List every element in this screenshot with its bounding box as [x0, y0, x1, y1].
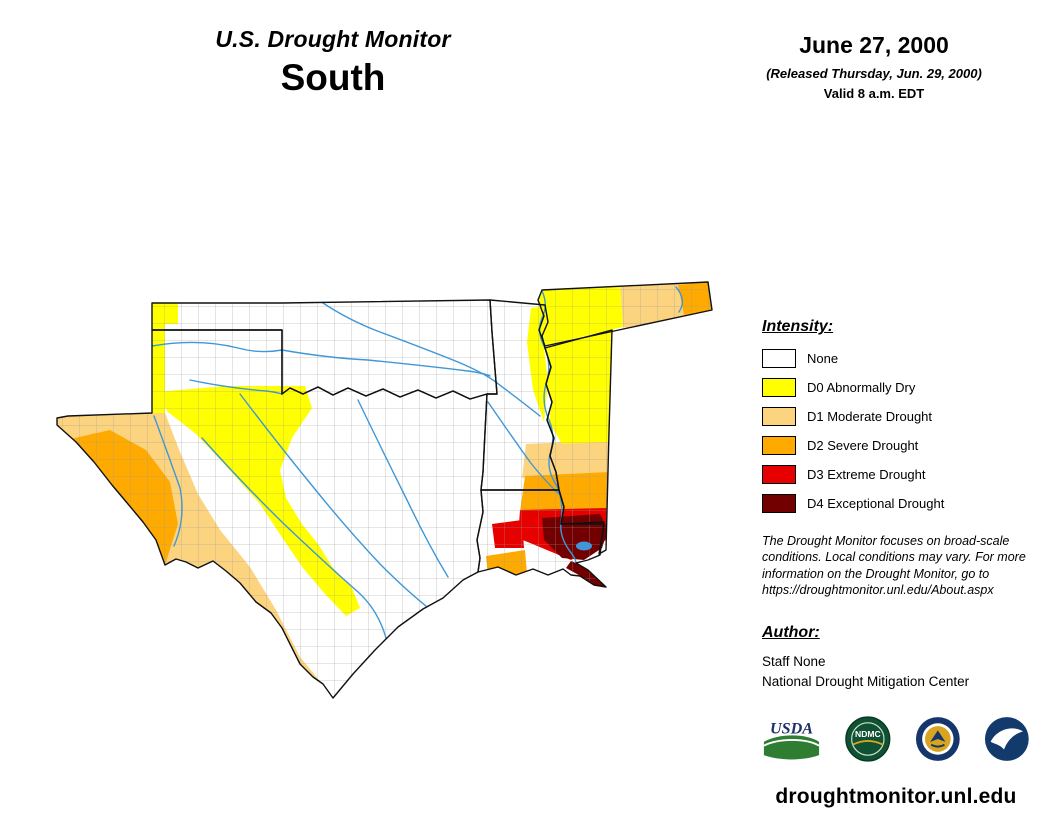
trinity-river: [357, 399, 449, 578]
author-heading: Author:: [762, 624, 820, 641]
legend-swatch-d2: [762, 436, 796, 455]
legend-item-label: None: [807, 351, 839, 366]
legend-item: D2 Severe Drought: [762, 436, 1030, 455]
drought-map: [28, 272, 728, 717]
louisiana-border: [476, 489, 607, 588]
legend-title: Intensity:: [762, 318, 834, 335]
release-date: (Released Thursday, Jun. 29, 2000): [766, 66, 982, 81]
legend-item-label: D3 Extreme Drought: [807, 467, 926, 482]
legend-item-label: D2 Severe Drought: [807, 438, 919, 453]
header: U.S. Drought Monitor South: [168, 26, 498, 99]
legend-item: D4 Exceptional Drought: [762, 494, 1030, 513]
region-title: South: [280, 57, 386, 98]
legend-item: D0 Abnormally Dry: [762, 378, 1030, 397]
legend-item: D3 Extreme Drought: [762, 465, 1030, 484]
legend-swatch-d4: [762, 494, 796, 513]
usda-logo-text: USDA: [770, 720, 813, 737]
red-river-louisiana: [487, 401, 560, 495]
legend-item-label: D0 Abnormally Dry: [807, 380, 916, 395]
legend-item-label: D4 Exceptional Drought: [807, 496, 945, 511]
state-borders: [56, 281, 713, 699]
brazos-river: [239, 393, 427, 607]
mississippi-border: [544, 329, 613, 555]
right-column: Intensity: None D0 Abnormally Dry D1 Mod…: [762, 318, 1030, 809]
page-title: U.S. Drought Monitor: [215, 26, 451, 52]
usda-logo: USDA: [763, 720, 820, 759]
red-river-west: [189, 379, 283, 395]
tennessee-river: [675, 286, 684, 313]
legend-swatch-none: [762, 349, 796, 368]
pecos-river: [153, 415, 183, 547]
ndmc-logo: NDMC: [845, 715, 891, 762]
legend-item: D1 Moderate Drought: [762, 407, 1030, 426]
legend: Intensity: None D0 Abnormally Dry D1 Mod…: [762, 318, 1030, 513]
rivers: [151, 286, 684, 639]
legend-swatch-d0: [762, 378, 796, 397]
author-name: Staff None: [762, 654, 826, 669]
legend-swatch-d1: [762, 407, 796, 426]
legend-item: None: [762, 349, 1030, 368]
county-grid: [57, 282, 712, 698]
author-organization: National Drought Mitigation Center: [762, 674, 970, 690]
doc-logo: [915, 716, 960, 761]
tennessee-border: [537, 281, 713, 347]
valid-time: Valid 8 a.m. EDT: [823, 86, 925, 101]
legend-swatch-d3: [762, 465, 796, 484]
author-section: Author: Staff None National Drought Miti…: [762, 624, 1030, 693]
drought-map-svg: [56, 281, 713, 699]
disclaimer-text: The Drought Monitor focuses on broad-sca…: [762, 534, 1026, 597]
map-date: June 27, 2000: [799, 32, 949, 58]
logo-row: USDA NDMC: [762, 713, 1030, 765]
legend-item-label: D1 Moderate Drought: [807, 409, 933, 424]
footer-url[interactable]: droughtmonitor.unl.edu: [775, 784, 1017, 808]
ndmc-logo-text: NDMC: [855, 729, 881, 739]
date-block: June 27, 2000 (Released Thursday, Jun. 2…: [728, 32, 1020, 101]
arkansas-river: [319, 300, 541, 417]
lake-pontchartrain: [576, 541, 592, 551]
colorado-river: [201, 437, 387, 639]
canadian-river: [151, 341, 491, 377]
noaa-logo: [985, 716, 1030, 761]
